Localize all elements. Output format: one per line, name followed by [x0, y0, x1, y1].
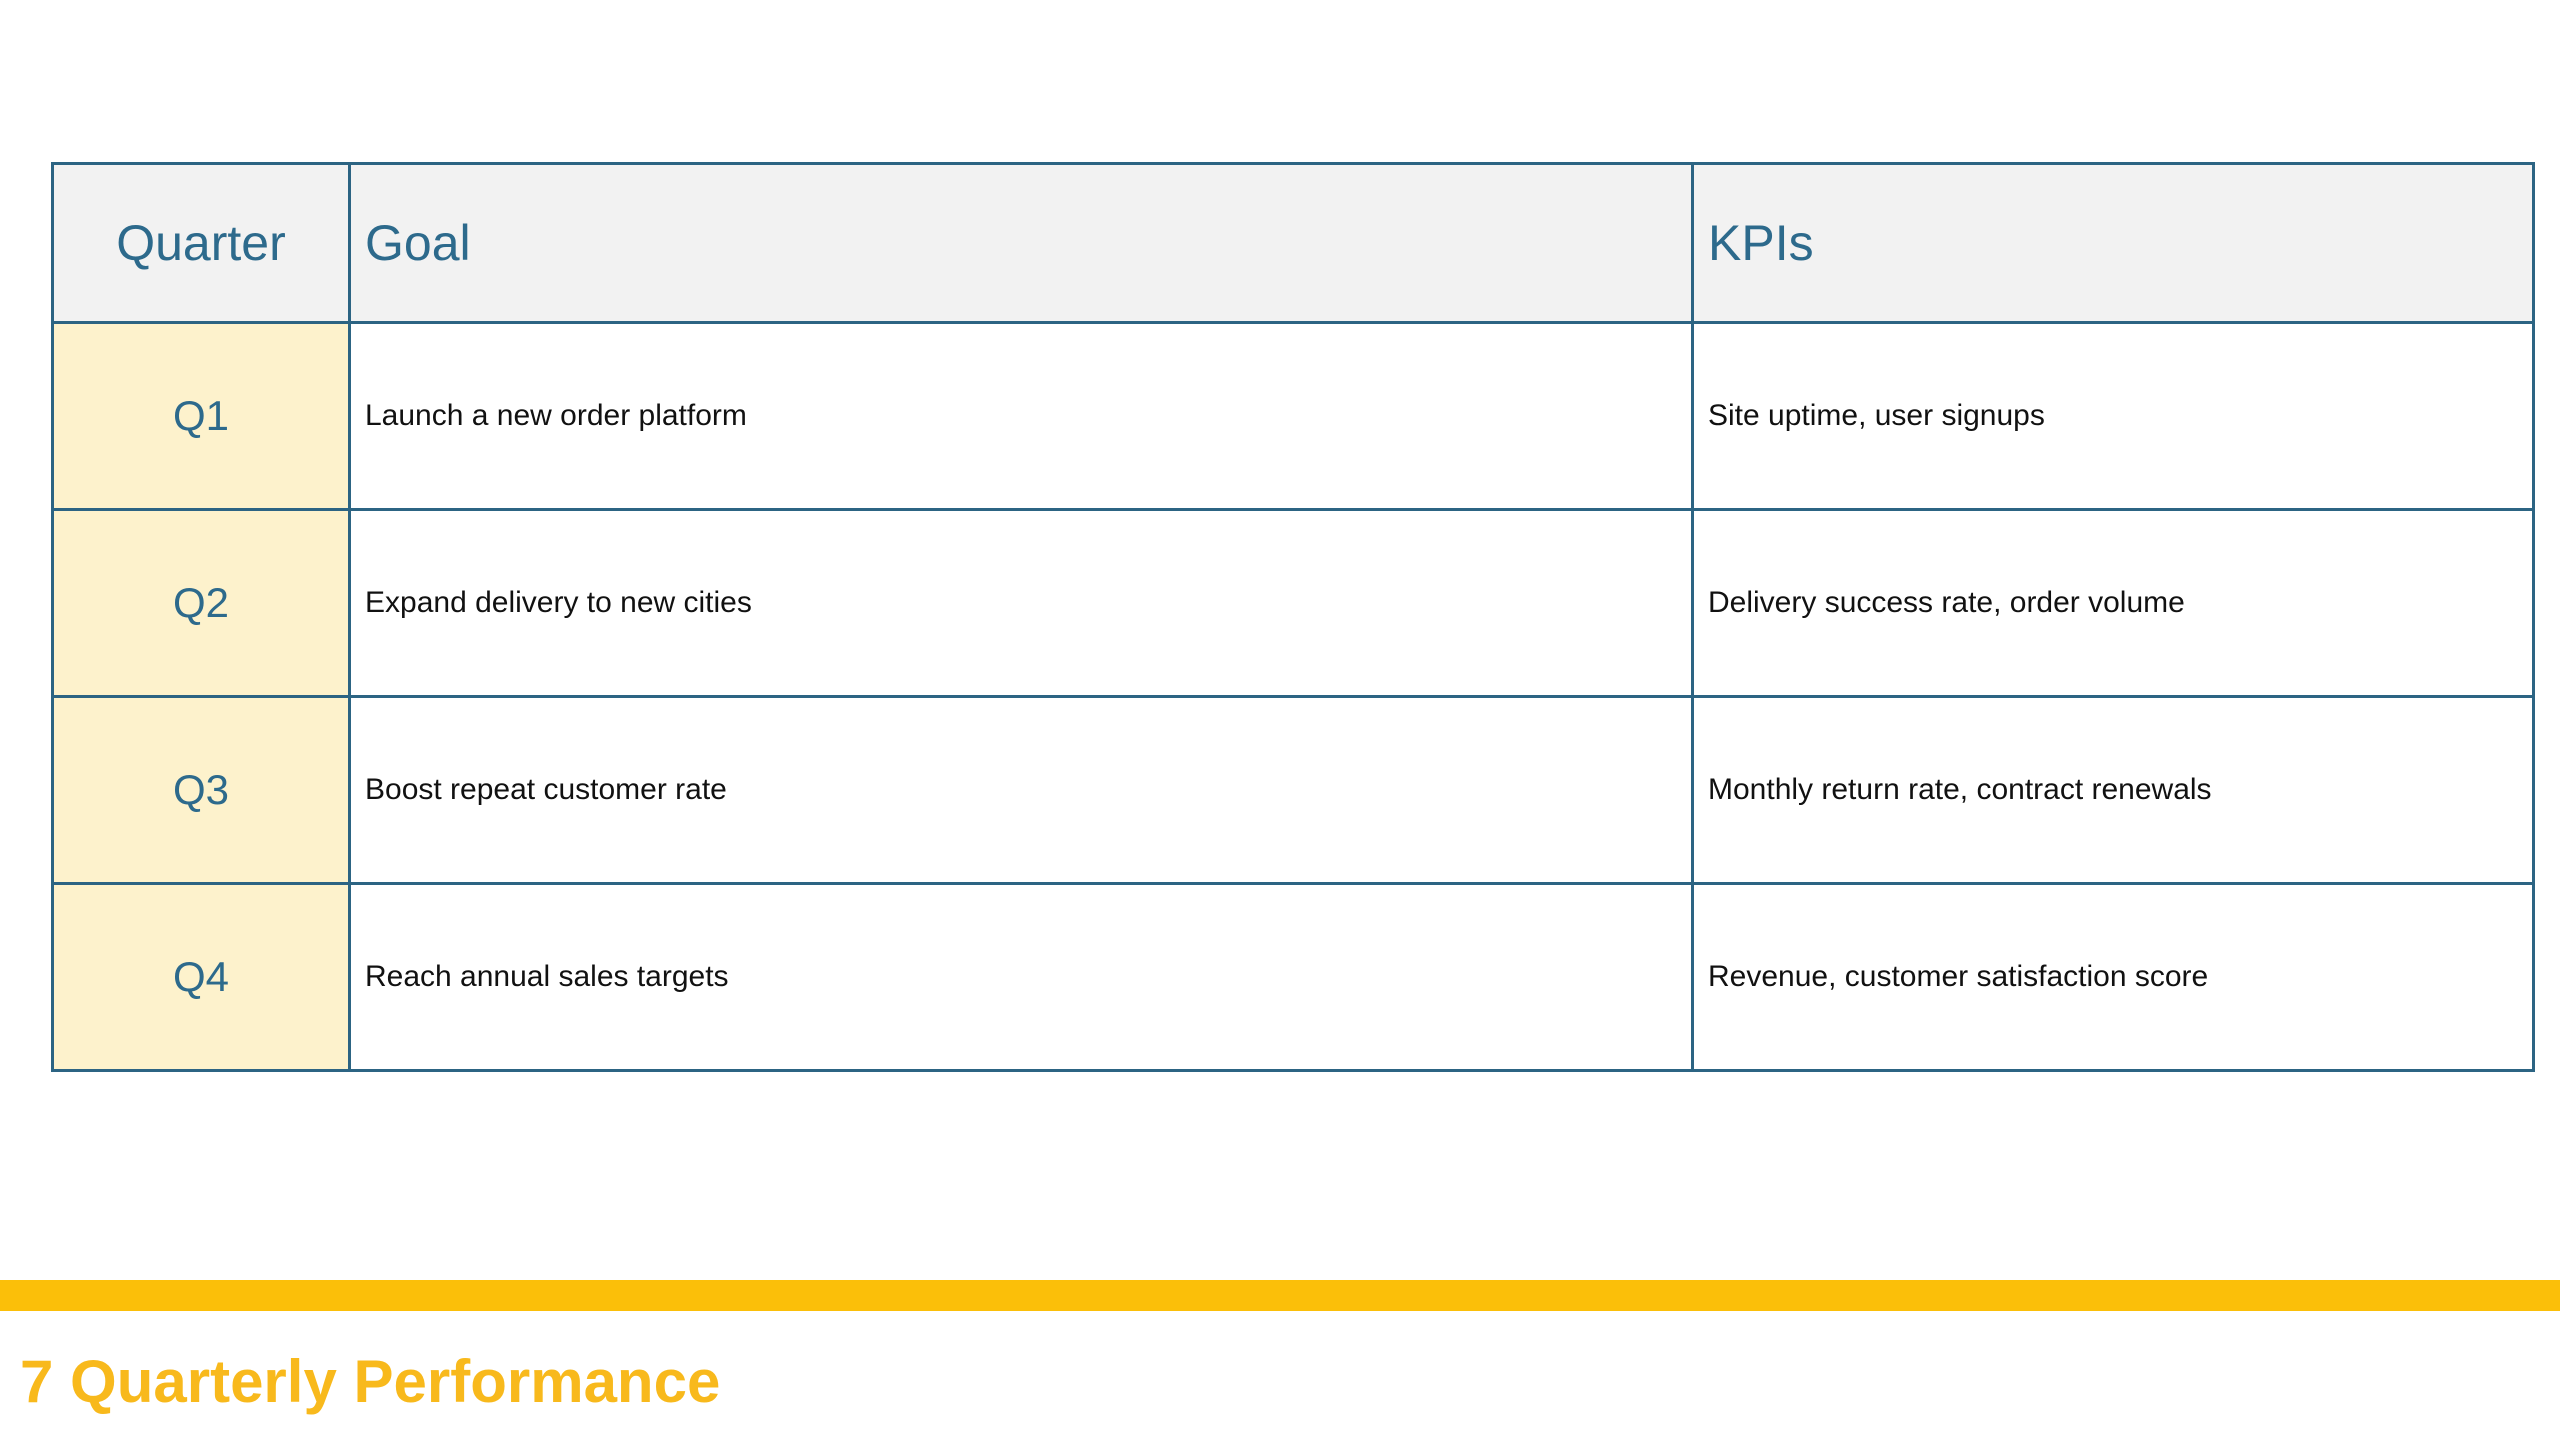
header-goal: Goal: [348, 162, 1694, 324]
quarter-cell: Q1: [51, 321, 351, 511]
goal-cell: Launch a new order platform: [348, 321, 1694, 511]
kpis-cell: Delivery success rate, order volume: [1691, 508, 2535, 698]
header-quarter: Quarter: [51, 162, 351, 324]
slide-footer-title: 7 Quarterly Performance: [20, 1342, 720, 1422]
quarterly-goals-table: Quarter Goal KPIs Q1 Launch a new order …: [51, 162, 2535, 1072]
kpis-cell: Revenue, customer satisfaction score: [1691, 882, 2535, 1072]
kpis-cell: Monthly return rate, contract renewals: [1691, 695, 2535, 885]
quarter-cell: Q3: [51, 695, 351, 885]
accent-bar: [0, 1280, 2560, 1311]
goal-cell: Reach annual sales targets: [348, 882, 1694, 1072]
header-kpis: KPIs: [1691, 162, 2535, 324]
slide-title: Quarterly Performance: [70, 1348, 721, 1415]
quarter-cell: Q2: [51, 508, 351, 698]
goal-cell: Expand delivery to new cities: [348, 508, 1694, 698]
goal-cell: Boost repeat customer rate: [348, 695, 1694, 885]
slide-number: 7: [20, 1348, 54, 1415]
table-row: Q2 Expand delivery to new cities Deliver…: [51, 508, 2535, 698]
table-row: Q3 Boost repeat customer rate Monthly re…: [51, 695, 2535, 885]
kpis-cell: Site uptime, user signups: [1691, 321, 2535, 511]
table-header-row: Quarter Goal KPIs: [51, 162, 2535, 324]
quarter-cell: Q4: [51, 882, 351, 1072]
table-row: Q1 Launch a new order platform Site upti…: [51, 321, 2535, 511]
table-row: Q4 Reach annual sales targets Revenue, c…: [51, 882, 2535, 1072]
